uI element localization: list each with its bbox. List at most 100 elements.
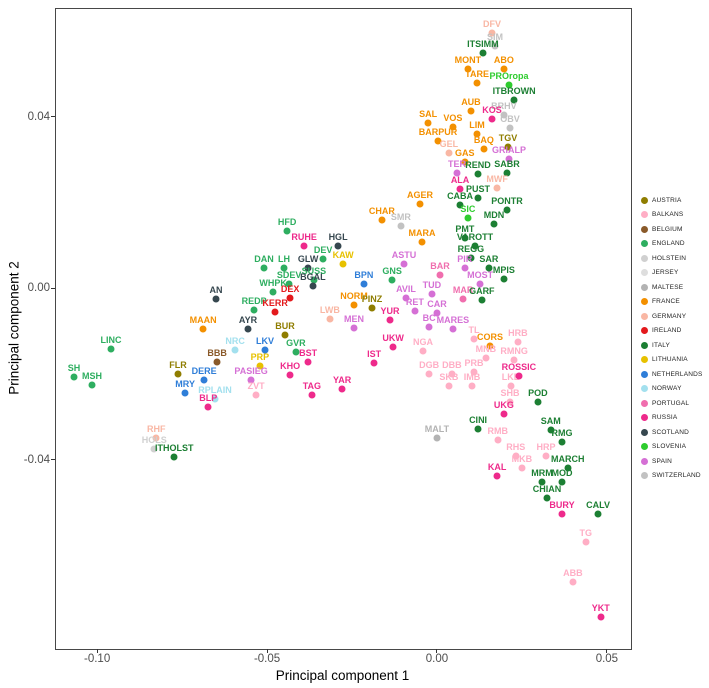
data-point-label: SDEV xyxy=(276,269,302,280)
data-point-label: SABR xyxy=(494,158,520,169)
data-point-label: MDN xyxy=(483,209,505,220)
legend-label: BALKANS xyxy=(652,211,684,219)
x-tick-label: 0.05 xyxy=(595,653,619,665)
data-point xyxy=(505,81,513,89)
data-point-label: BGAL xyxy=(300,271,326,282)
data-point xyxy=(478,296,486,304)
data-point-label: MARES xyxy=(436,314,470,325)
data-point-label: MRY xyxy=(175,378,195,389)
data-point-label: GVR xyxy=(286,337,306,348)
data-point xyxy=(378,216,386,224)
x-tick-mark xyxy=(436,649,438,653)
data-point xyxy=(506,398,514,406)
data-point-label: OBV xyxy=(500,113,520,124)
data-point-label: CALV xyxy=(586,499,610,510)
data-point xyxy=(386,316,394,324)
legend-item: LITHUANIA xyxy=(641,353,708,368)
data-point xyxy=(569,578,577,586)
data-point xyxy=(368,304,376,312)
data-point xyxy=(500,410,508,418)
data-point-label: RET xyxy=(405,296,424,307)
data-point xyxy=(419,347,427,355)
data-point-label: MWF xyxy=(486,173,508,184)
data-point-label: LWB xyxy=(319,304,340,315)
x-tick-mark xyxy=(606,649,608,653)
data-point-label: MKB xyxy=(511,453,533,464)
data-point-label: RMG xyxy=(551,427,573,438)
legend-swatch-icon xyxy=(641,196,648,204)
data-point xyxy=(213,358,221,366)
data-point xyxy=(518,464,526,472)
legend-swatch-icon xyxy=(641,356,648,364)
data-point xyxy=(389,343,397,351)
legend-swatch-icon xyxy=(641,298,648,306)
legend-item: HOLSTEIN xyxy=(641,251,708,266)
data-point xyxy=(200,376,208,384)
data-point-label: SAR xyxy=(479,253,499,264)
data-point-label: PASIEG xyxy=(234,365,268,376)
data-point xyxy=(300,242,308,250)
data-point xyxy=(360,280,368,288)
data-point xyxy=(461,234,469,242)
data-point-label: HFD xyxy=(277,217,297,228)
data-point-label: BRHV xyxy=(491,100,517,111)
data-point-label: SMR xyxy=(390,211,411,222)
data-point xyxy=(474,425,482,433)
data-point xyxy=(467,107,475,115)
data-point xyxy=(247,376,255,384)
data-point xyxy=(88,381,96,389)
data-point xyxy=(269,288,277,296)
x-axis-title: Principal component 1 xyxy=(275,668,410,683)
data-point-label: REDP xyxy=(241,295,267,306)
data-point xyxy=(491,42,499,50)
data-point-label: MAR xyxy=(452,284,474,295)
data-point xyxy=(488,29,496,37)
data-point-label: CORS xyxy=(476,331,503,342)
data-point xyxy=(170,453,178,461)
data-point-label: NORM xyxy=(340,290,368,301)
legend-item: BELGIUM xyxy=(641,222,708,237)
data-point xyxy=(515,372,523,380)
data-point-label: RHF xyxy=(147,423,166,434)
x-tick-label: -0.05 xyxy=(253,653,281,665)
data-point-label: NGA xyxy=(413,336,434,347)
data-point xyxy=(411,307,419,315)
data-point-label: IMB xyxy=(463,371,481,382)
data-point-label: POD xyxy=(528,387,548,398)
legend-item: ITALY xyxy=(641,338,708,353)
data-point-label: SIM xyxy=(487,31,504,42)
data-point xyxy=(543,494,551,502)
data-point-label: PONTR xyxy=(491,196,523,207)
data-point-label: ITHOLST xyxy=(155,442,194,453)
data-point xyxy=(558,438,566,446)
data-point xyxy=(244,325,252,333)
data-point xyxy=(181,389,189,397)
data-point-label: TL xyxy=(468,324,480,335)
data-point-label: MEN xyxy=(344,313,365,324)
data-point xyxy=(428,290,436,298)
data-point-label: TARE xyxy=(465,68,489,79)
legend-label: BELGIUM xyxy=(652,225,683,233)
y-tick-label: -0.04 xyxy=(23,453,50,466)
data-point xyxy=(500,275,508,283)
data-point xyxy=(473,130,481,138)
plot-panel: DFV SIM ITSIMM MONT ABO TARE PROropa ITBROWN AUB… xyxy=(55,8,632,650)
legend-label: SPAIN xyxy=(652,457,673,465)
data-point-label: PIR xyxy=(457,253,473,264)
data-point xyxy=(449,325,457,333)
legend-label: ENGLAND xyxy=(652,240,685,248)
data-point xyxy=(461,264,469,272)
data-point xyxy=(271,308,279,316)
data-point xyxy=(456,201,464,209)
data-point-label: RUHE xyxy=(291,232,317,243)
data-point-label: SHB xyxy=(500,387,520,398)
data-point xyxy=(453,169,461,177)
data-point xyxy=(494,436,502,444)
y-tick-mark xyxy=(51,116,55,118)
data-point xyxy=(558,478,566,486)
legend-label: ITALY xyxy=(652,341,671,349)
data-point-label: GARF xyxy=(469,285,495,296)
data-point xyxy=(286,371,294,379)
data-point xyxy=(339,260,347,268)
legend-swatch-icon xyxy=(641,240,648,248)
